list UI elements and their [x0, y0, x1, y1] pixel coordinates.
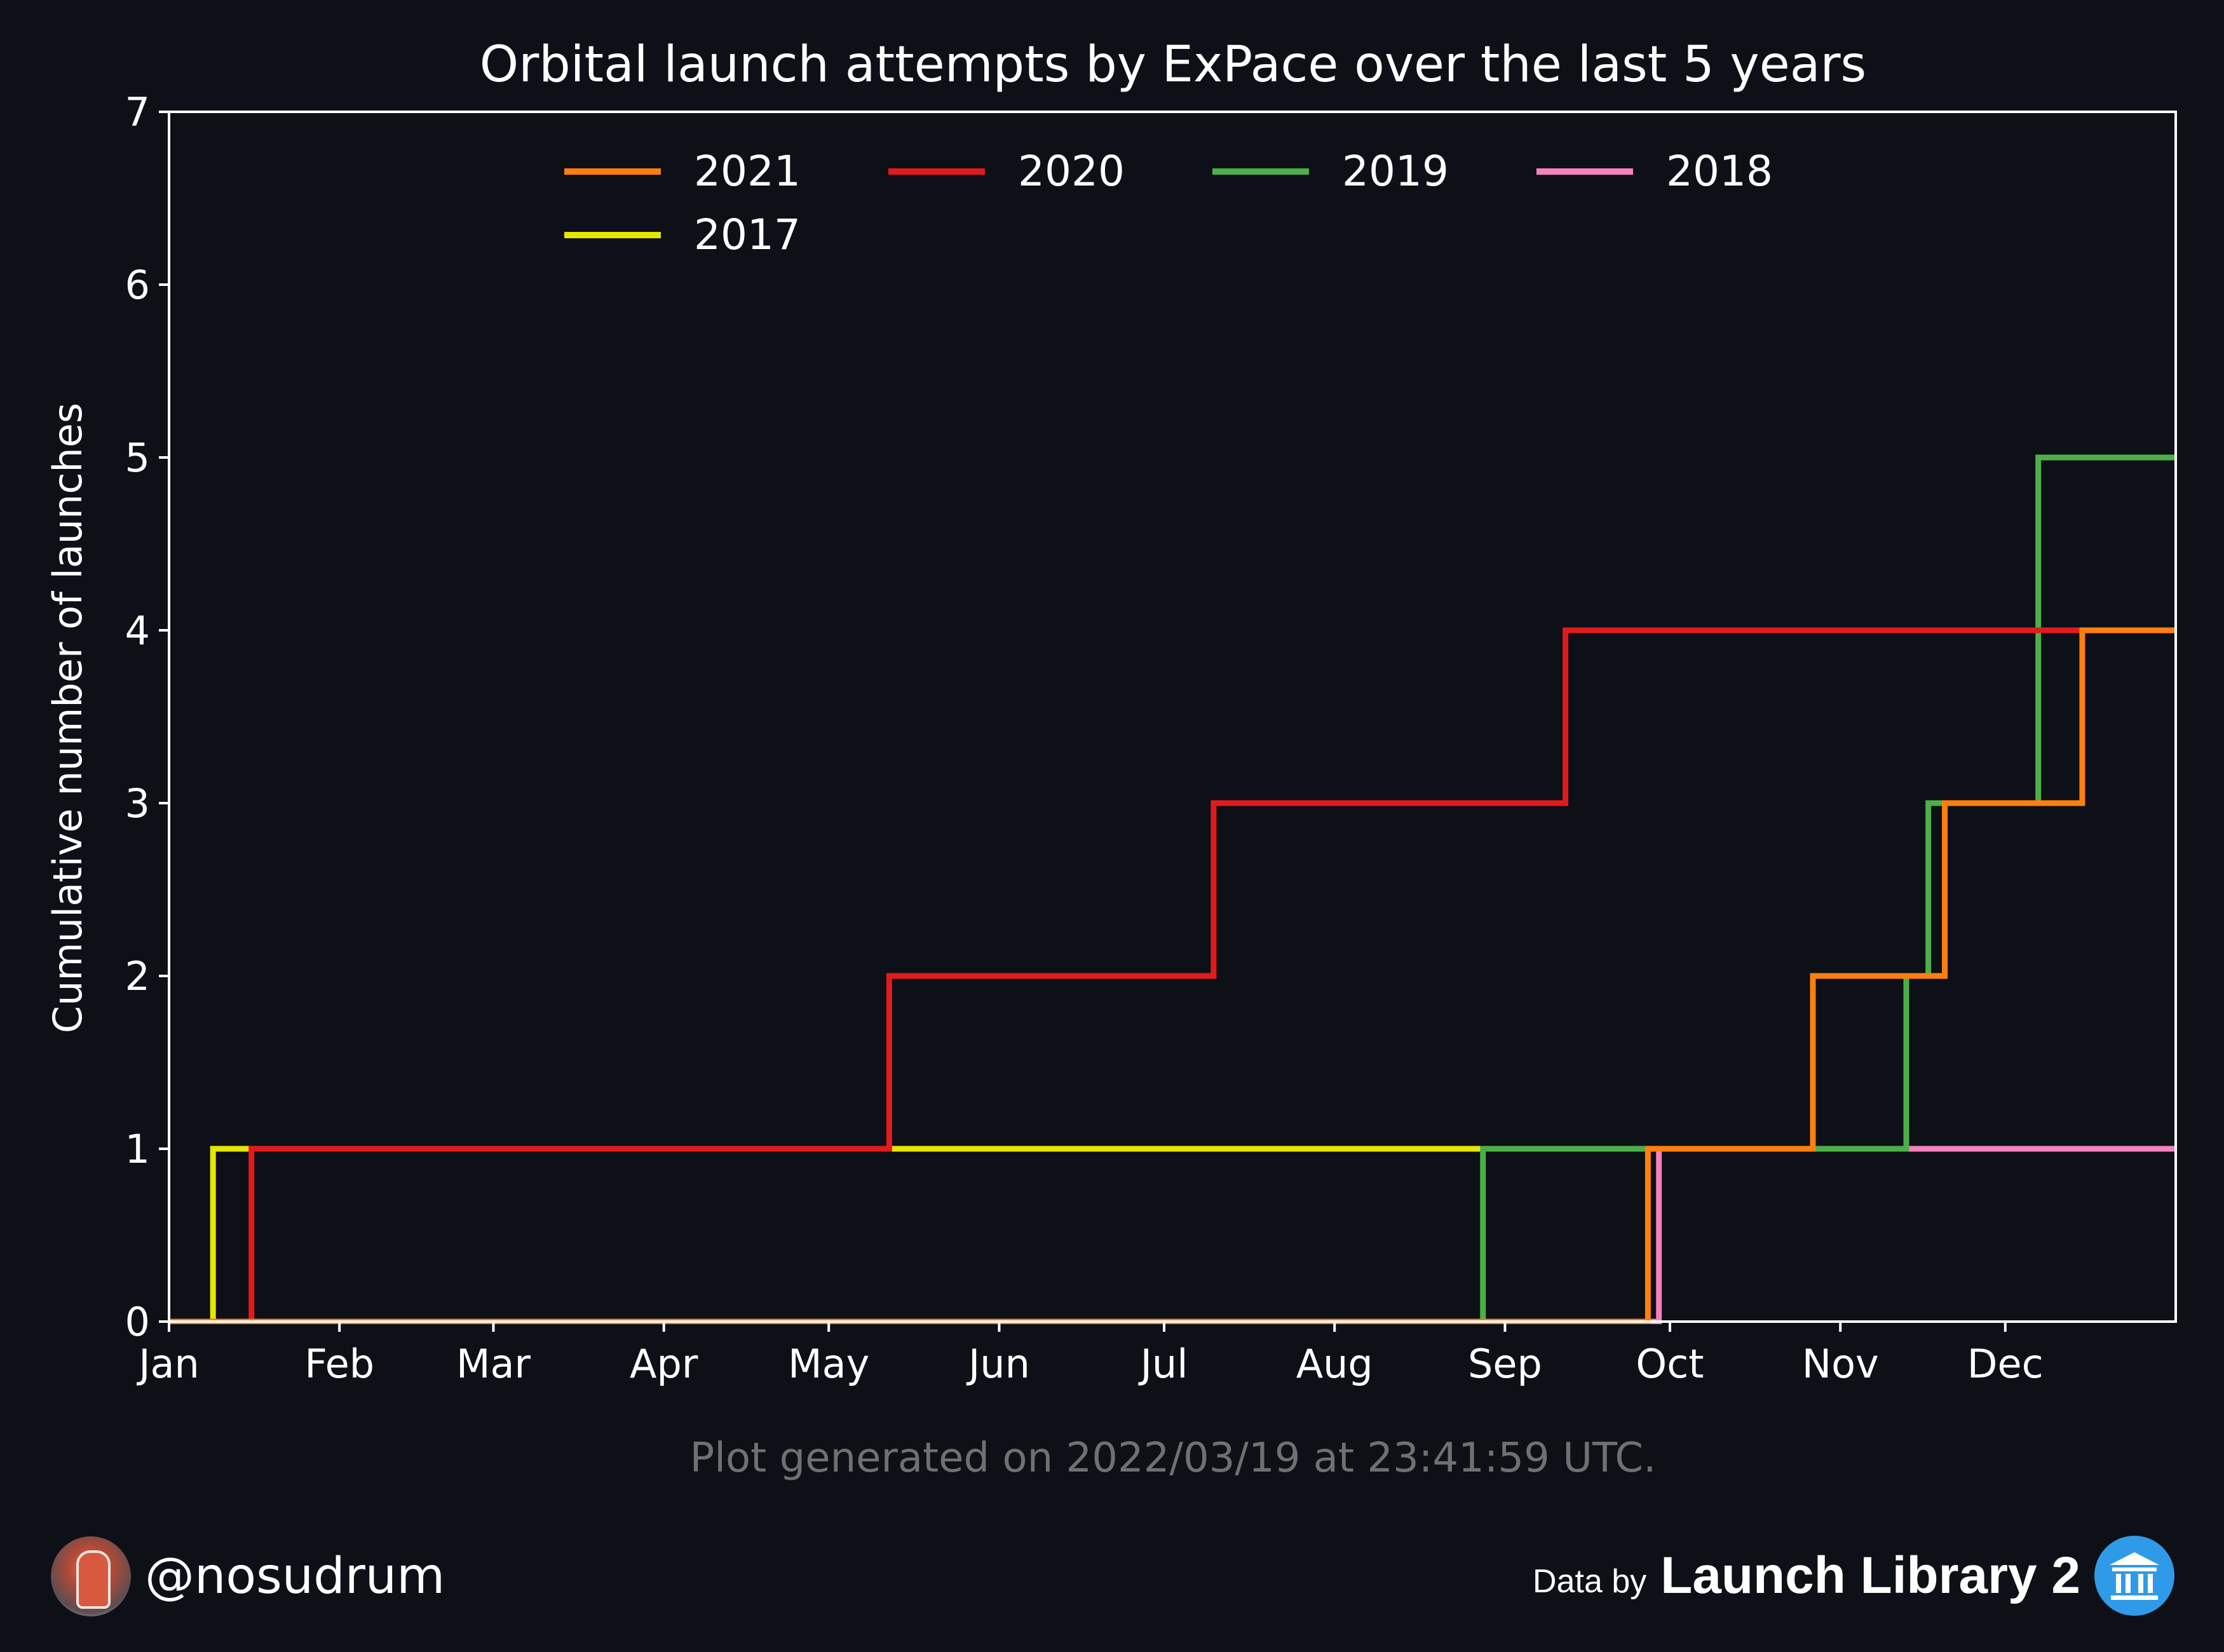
series-line-2019 — [169, 454, 2176, 1324]
series-line-2021 — [169, 627, 2176, 1324]
x-tick-label: Apr — [630, 1341, 698, 1387]
generated-note: Plot generated on 2022/03/19 at 23:41:59… — [690, 1435, 1657, 1482]
series-line-2017 — [169, 1146, 2176, 1324]
legend-label-2020: 2020 — [1018, 147, 1125, 196]
author-handle: @nosudrum — [145, 1548, 445, 1605]
x-tick-label: Mar — [456, 1341, 531, 1387]
x-tick-label: Oct — [1636, 1341, 1704, 1387]
axes: 0 1 2 3 4 5 6 7 Jan Feb Mar Apr May Jun Jul Aug Sep Oct No… — [125, 89, 2044, 1387]
y-tick-label: 1 — [125, 1126, 150, 1172]
x-tick-label: Nov — [1802, 1341, 1879, 1387]
plot-frame — [168, 111, 2177, 1323]
y-axis-label: Cumulative number of launches — [44, 403, 91, 1033]
y-tick-label: 5 — [125, 435, 150, 481]
y-tick-label: 3 — [125, 780, 150, 827]
y-tick-label: 2 — [125, 953, 150, 999]
x-tick-label: Dec — [1967, 1341, 2044, 1387]
plot-area — [169, 454, 2176, 1324]
y-tick-label: 4 — [125, 607, 150, 654]
library-building-icon — [2094, 1536, 2174, 1616]
data-source-credit: Data by Launch Library 2 — [1533, 1534, 2174, 1618]
author-credit: @nosudrum — [51, 1536, 445, 1616]
data-by-label: Data by — [1533, 1563, 1647, 1600]
y-tick-label: 7 — [125, 89, 150, 135]
legend: 2021 2020 2019 2018 2017 — [564, 147, 1773, 259]
legend-label-2021: 2021 — [694, 147, 801, 196]
x-tick-label: Jun — [966, 1341, 1030, 1387]
legend-label-2017: 2017 — [694, 210, 801, 259]
y-tick-label: 6 — [125, 262, 150, 308]
x-tick-label: Jul — [1138, 1341, 1188, 1387]
source-name: Launch Library 2 — [1660, 1547, 2080, 1604]
astronaut-avatar — [51, 1536, 131, 1616]
x-tick-label: May — [788, 1341, 869, 1387]
series-line-2020 — [169, 627, 2176, 1324]
legend-label-2019: 2019 — [1342, 147, 1449, 196]
legend-label-2018: 2018 — [1666, 147, 1773, 196]
x-tick-label: Sep — [1468, 1341, 1542, 1387]
series-line-2018 — [169, 1146, 2176, 1324]
x-tick-label: Feb — [304, 1341, 374, 1387]
x-tick-label: Aug — [1296, 1341, 1373, 1387]
chart-title: Orbital launch attempts by ExPace over t… — [480, 36, 1866, 93]
y-tick-label: 0 — [125, 1299, 150, 1345]
x-tick-label: Jan — [136, 1341, 200, 1387]
